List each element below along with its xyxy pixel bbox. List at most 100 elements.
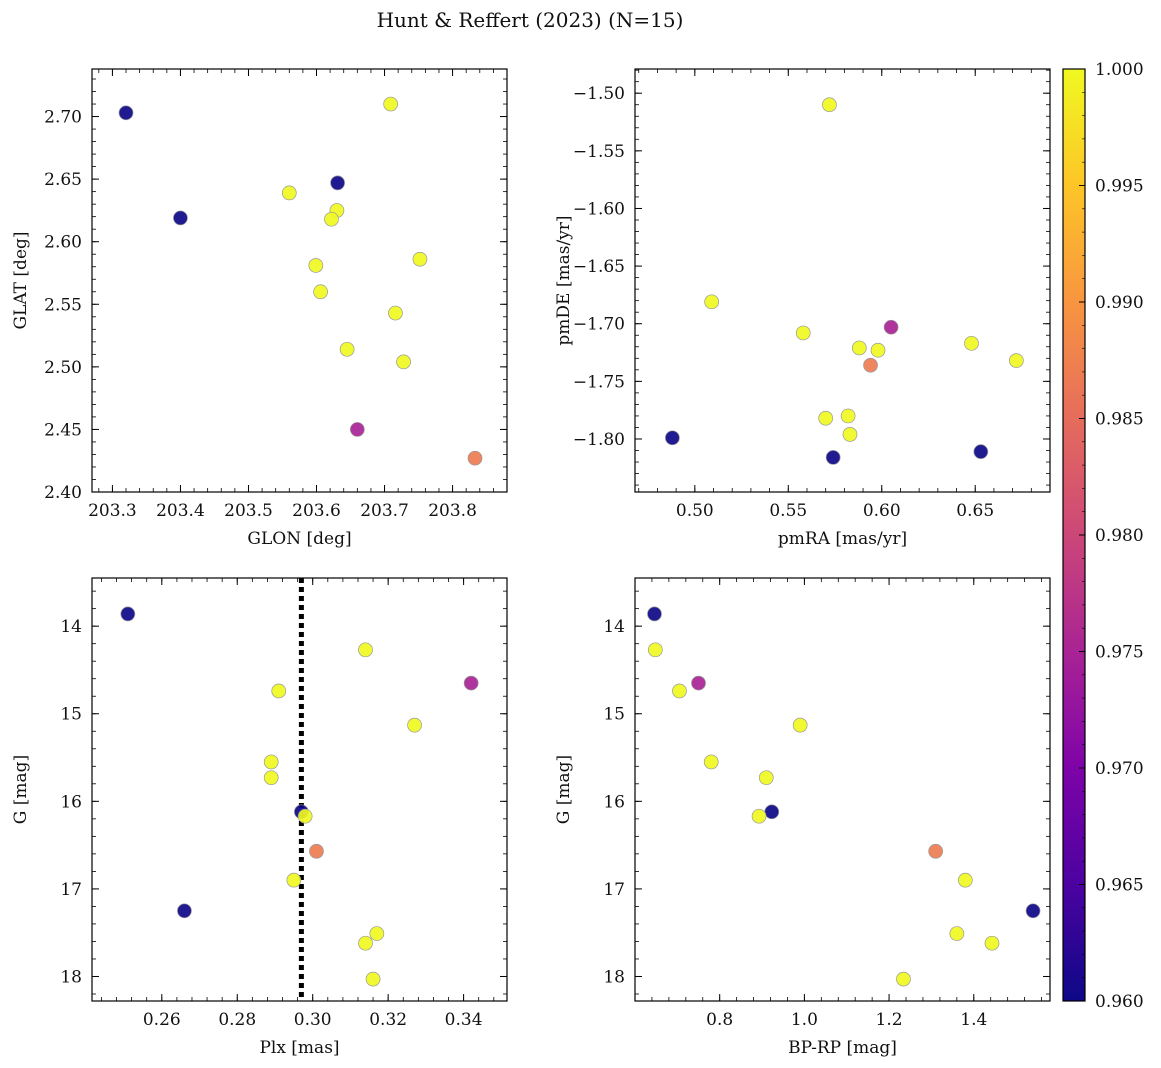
bprp-g-point [758, 770, 774, 786]
colorbar-tick-label: 0.975 [1095, 643, 1144, 663]
bprp-g-point [949, 926, 965, 941]
pmra-pmde-xtick-label: 0.50 [676, 501, 714, 521]
glon-glat-point [388, 305, 403, 321]
glon-glat-xtick-label: 203.4 [156, 501, 205, 521]
plx-g-ylabel: G [mag] [11, 755, 31, 824]
glon-glat-point [339, 341, 355, 357]
plx-g-point [407, 717, 422, 733]
glon-glat-ytick-label: 2.55 [44, 295, 82, 315]
glon-glat-point [412, 251, 428, 267]
bprp-g-xtick-label: 1.2 [876, 1010, 903, 1030]
plx-g-point [120, 606, 136, 622]
pmra-pmde-point [822, 97, 837, 113]
bprp-g-point [1025, 903, 1041, 919]
bprp-g-point [928, 843, 944, 859]
pmra-pmde-xtick-label: 0.55 [769, 501, 807, 521]
plx-g-xtick-label: 0.26 [143, 1010, 181, 1030]
bprp-g-ytick-label: 15 [603, 705, 625, 725]
pmra-pmde-point [825, 450, 841, 465]
glon-glat-ytick-label: 2.70 [44, 108, 82, 128]
pmra-pmde-point [665, 430, 680, 446]
glon-glat-ytick-label: 2.65 [44, 170, 82, 190]
glon-glat-ytick-label: 2.60 [44, 233, 82, 253]
glon-glat-xtick-label: 203.6 [292, 501, 341, 521]
plx-g-ytick-label: 14 [60, 617, 82, 637]
bprp-g-point [896, 971, 911, 987]
bprp-g-point [691, 675, 706, 691]
pmra-pmde-ylabel: pmDE [mas/yr] [554, 215, 574, 345]
figure-title: Hunt & Reffert (2023) (N=15) [377, 8, 684, 32]
colorbar-tick-label: 0.985 [1095, 410, 1144, 430]
glon-glat-point [467, 450, 483, 466]
colorbar-tick-label: 0.960 [1095, 992, 1144, 1012]
glon-glat-point [330, 175, 345, 191]
glon-glat-point [281, 185, 297, 201]
plx-g-point [309, 843, 324, 859]
glon-glat-point [118, 105, 134, 121]
bprp-g-ylabel: G [mag] [554, 755, 574, 824]
colorbar-tick-label: 0.990 [1095, 293, 1144, 313]
plx-g-point [271, 683, 287, 699]
pmra-pmde-ytick-label: −1.80 [573, 430, 625, 450]
bprp-g-point [647, 606, 662, 622]
pmra-pmde-point [851, 340, 867, 356]
pmra-pmde-point [973, 444, 989, 460]
plx-g-ytick-label: 18 [60, 967, 82, 987]
pmra-pmde-ytick-label: −1.70 [573, 315, 625, 335]
plx-g-point [286, 872, 302, 888]
glon-glat-point [308, 258, 324, 273]
bprp-g-xtick-label: 1.0 [791, 1010, 818, 1030]
pmra-pmde-point [883, 319, 899, 335]
bprp-g-ytick-label: 18 [603, 967, 625, 987]
glon-glat-point [349, 422, 365, 437]
plx-g-point [263, 770, 279, 786]
bprp-g-point [957, 872, 973, 888]
glon-glat-point [173, 210, 188, 226]
colorbar-tick-label: 0.965 [1095, 876, 1144, 896]
pmra-pmde-xlabel: pmRA [mas/yr] [778, 529, 907, 549]
bprp-g-point [672, 683, 687, 699]
glon-glat-xtick-label: 203.5 [224, 501, 273, 521]
pmra-pmde-point [818, 410, 834, 426]
glon-glat-xtick-label: 203.8 [428, 501, 477, 521]
pmra-pmde-xtick-label: 0.60 [863, 501, 901, 521]
plx-g-xtick-label: 0.32 [369, 1010, 407, 1030]
plx-g-point [463, 675, 479, 691]
bprp-g-point [984, 935, 1000, 951]
glon-glat-point [396, 354, 411, 370]
glon-glat-ytick-label: 2.50 [44, 358, 82, 378]
glon-glat-ylabel: GLAT [deg] [11, 231, 31, 329]
colorbar-tick-label: 0.980 [1095, 526, 1144, 546]
pmra-pmde-point [842, 427, 858, 442]
pmra-pmde-point [840, 408, 856, 424]
glon-glat-ytick-label: 2.40 [44, 483, 82, 503]
pmra-pmde-point [704, 294, 719, 310]
bprp-g-xlabel: BP-RP [mag] [788, 1038, 897, 1058]
plx-g-xtick-label: 0.30 [294, 1010, 332, 1030]
plx-g-point [369, 926, 385, 941]
bprp-g-point [647, 642, 663, 658]
plx-g-ytick-label: 17 [60, 880, 82, 900]
plx-g-point [358, 935, 373, 951]
plx-g-point [177, 903, 192, 919]
pmra-pmde-ytick-label: −1.75 [573, 372, 625, 392]
plx-g-point [263, 754, 279, 770]
pmra-pmde-ytick-label: −1.55 [573, 142, 625, 162]
pmra-pmde-ytick-label: −1.65 [573, 257, 625, 277]
glon-glat-point [324, 211, 339, 227]
plx-g-xtick-label: 0.28 [218, 1010, 256, 1030]
pmra-pmde-point [870, 342, 886, 358]
glon-glat-axes-frame [91, 68, 508, 493]
bprp-g-axes-frame [634, 577, 1051, 1002]
plx-g-point [358, 642, 373, 658]
plx-g-point [365, 971, 381, 987]
bprp-g-ytick-label: 17 [603, 880, 625, 900]
bprp-g-xtick-label: 0.8 [706, 1010, 733, 1030]
bprp-g-point [703, 754, 719, 770]
pmra-pmde-point [964, 335, 979, 351]
pmra-pmde-axes-frame [634, 68, 1051, 493]
glon-glat-ytick-label: 2.45 [44, 420, 82, 440]
glon-glat-xtick-label: 203.3 [88, 501, 137, 521]
bprp-g-ytick-label: 14 [603, 617, 625, 637]
